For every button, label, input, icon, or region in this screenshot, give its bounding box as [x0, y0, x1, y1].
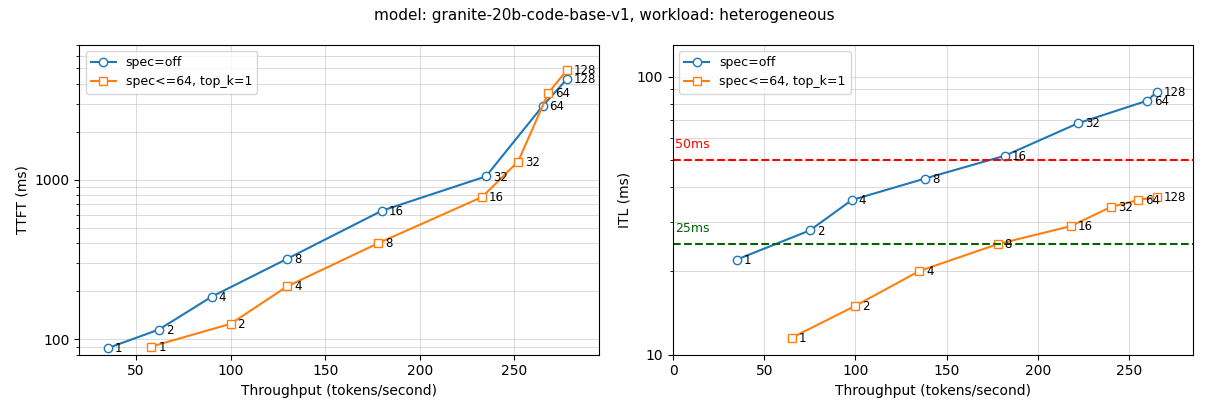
spec<=64, top_k=1: [223, 321, 238, 326]
spec<=64, top_k=1: [144, 344, 158, 349]
Text: 4: 4: [295, 280, 302, 293]
spec=off: [1140, 98, 1155, 103]
X-axis label: Throughput (tokens/second): Throughput (tokens/second): [242, 384, 437, 398]
Text: 8: 8: [385, 237, 393, 250]
Text: 32: 32: [1117, 201, 1133, 214]
Text: 1: 1: [115, 342, 122, 355]
Text: 16: 16: [389, 205, 403, 218]
Text: 32: 32: [525, 156, 540, 169]
spec<=64, top_k=1: [1131, 197, 1145, 202]
spec<=64, top_k=1: [371, 241, 385, 246]
Text: 25ms: 25ms: [675, 222, 709, 235]
Text: 16: 16: [1012, 150, 1027, 163]
Legend: spec=off, spec<=64, top_k=1: spec=off, spec<=64, top_k=1: [86, 51, 257, 93]
spec<=64, top_k=1: [848, 303, 863, 308]
spec=off: [1070, 121, 1085, 126]
Text: 50ms: 50ms: [675, 138, 709, 151]
Text: 2: 2: [817, 225, 824, 237]
Text: 128: 128: [1163, 86, 1186, 99]
Y-axis label: ITL (ms): ITL (ms): [617, 172, 632, 228]
Text: 128: 128: [574, 73, 597, 86]
spec<=64, top_k=1: [1149, 194, 1163, 199]
Text: 8: 8: [1005, 238, 1012, 251]
spec=off: [535, 104, 550, 109]
Text: 4: 4: [927, 265, 934, 278]
Legend: spec=off, spec<=64, top_k=1: spec=off, spec<=64, top_k=1: [679, 51, 850, 93]
spec=off: [478, 174, 493, 179]
Text: 64: 64: [550, 100, 564, 113]
spec<=64, top_k=1: [475, 195, 489, 199]
spec<=64, top_k=1: [511, 159, 525, 164]
Text: 32: 32: [1085, 117, 1099, 131]
Text: 64: 64: [1145, 194, 1160, 207]
spec=off: [100, 346, 115, 351]
Line: spec=off: spec=off: [733, 88, 1161, 263]
Text: 8: 8: [295, 253, 302, 266]
spec<=64, top_k=1: [541, 90, 556, 95]
spec=off: [561, 76, 575, 81]
Text: 2: 2: [863, 300, 870, 313]
spec=off: [280, 256, 295, 261]
spec=off: [802, 228, 817, 233]
Text: 1: 1: [744, 254, 751, 267]
spec<=64, top_k=1: [1063, 224, 1078, 229]
Text: 8: 8: [931, 173, 939, 186]
spec<=64, top_k=1: [991, 242, 1005, 247]
Text: 2: 2: [238, 318, 245, 331]
spec<=64, top_k=1: [784, 335, 798, 340]
Text: 4: 4: [219, 291, 226, 304]
Text: 4: 4: [859, 194, 866, 207]
Text: model: granite-20b-code-base-v1, workload: heterogeneous: model: granite-20b-code-base-v1, workloa…: [373, 8, 835, 23]
spec=off: [374, 208, 389, 213]
X-axis label: Throughput (tokens/second): Throughput (tokens/second): [835, 384, 1030, 398]
Line: spec<=64, top_k=1: spec<=64, top_k=1: [788, 192, 1161, 342]
Text: 1: 1: [798, 332, 806, 345]
Line: spec<=64, top_k=1: spec<=64, top_k=1: [147, 66, 571, 351]
spec=off: [998, 153, 1012, 158]
Y-axis label: TTFT (ms): TTFT (ms): [14, 166, 29, 234]
Text: 16: 16: [489, 191, 504, 204]
Text: 2: 2: [165, 324, 173, 337]
Text: 128: 128: [574, 64, 597, 77]
Text: 16: 16: [1078, 220, 1093, 233]
spec=off: [1149, 90, 1163, 95]
spec<=64, top_k=1: [561, 67, 575, 72]
spec<=64, top_k=1: [280, 284, 295, 289]
spec<=64, top_k=1: [1104, 204, 1119, 209]
spec=off: [844, 197, 859, 202]
Text: 1: 1: [158, 341, 165, 354]
spec=off: [204, 294, 219, 299]
Text: 64: 64: [1155, 95, 1169, 108]
spec=off: [918, 176, 933, 181]
Text: 128: 128: [1163, 191, 1186, 204]
Line: spec=off: spec=off: [104, 75, 571, 352]
Text: 64: 64: [556, 87, 570, 100]
spec=off: [151, 327, 165, 332]
spec=off: [730, 257, 744, 262]
spec<=64, top_k=1: [912, 268, 927, 273]
Text: 32: 32: [493, 171, 507, 183]
